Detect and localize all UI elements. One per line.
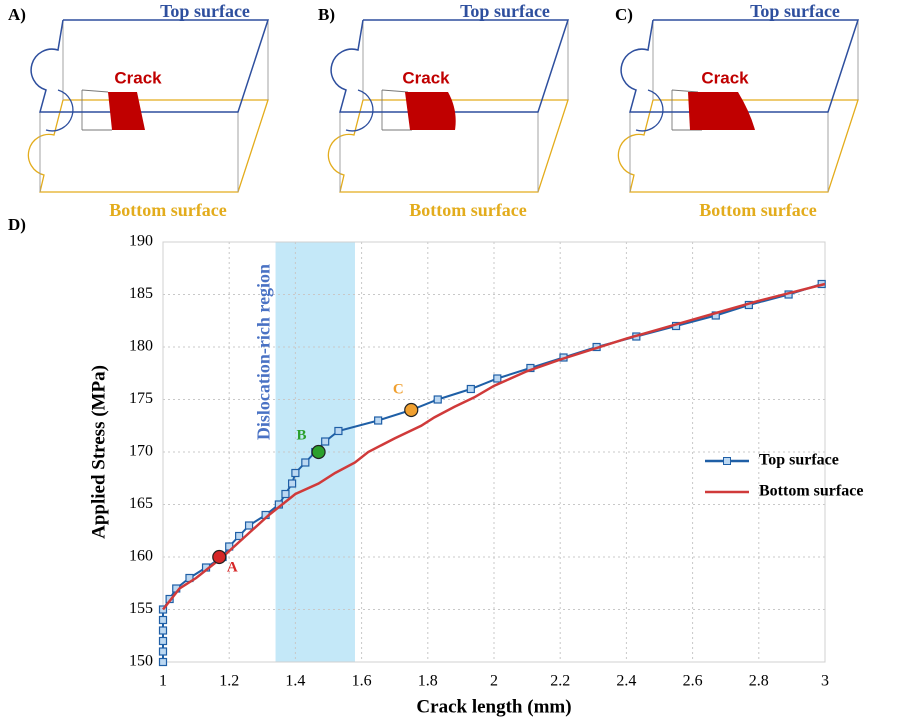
marker [433,395,442,404]
x-tick-label: 1 [159,673,167,690]
top-surface-label: Top surface [460,1,550,21]
notch [381,89,412,131]
notch-arc [635,89,664,132]
legend-label: Bottom surface [759,483,863,500]
point-label: A [227,559,238,575]
notch [81,89,112,131]
x-tick-label: 2.2 [550,673,570,690]
y-tick-label: 185 [129,285,153,302]
marker [291,468,300,478]
top-surface-label: Top surface [160,1,250,21]
panel-label: B) [318,5,335,24]
x-tick-label: 2.6 [683,673,703,690]
x-axis-label: Crack length (mm) [416,696,571,717]
crack [108,92,145,130]
crack [405,92,456,130]
chart: D) 150 155 160 165 170 175 180 185 190 1 1.2 1.4 1.6 1… [8,215,863,717]
marker [466,384,475,394]
marker [244,521,254,530]
highlight-point [311,444,326,460]
crack-label: Crack [701,68,749,87]
marker [287,479,297,488]
panel-label: C) [615,5,633,24]
bottom-face [617,99,859,193]
marker [281,489,290,499]
y-tick-label: 190 [129,233,153,250]
schematic: Crack Top surface Bottom surface [27,1,270,220]
marker [374,416,383,425]
notch-arc [45,89,74,132]
top-surface-label: Top surface [750,1,840,21]
marker [158,626,168,635]
point-label: B [297,427,307,443]
plot-frame [162,241,826,663]
point-label: C [393,381,404,397]
marker [321,437,330,446]
marker [158,657,168,667]
x-tick-label: 1.2 [219,673,239,690]
schematic: Crack Top surface Bottom surface [617,1,860,220]
series-line [162,282,826,611]
y-tick-label: 175 [129,390,153,407]
x-tick-label: 1.6 [352,673,372,690]
marker [158,636,168,646]
y-tick-label: 160 [129,548,153,565]
marker [158,615,168,625]
marker [158,647,168,656]
y-axis-label: Applied Stress (MPa) [88,365,109,539]
highlight-point [212,549,227,565]
marker [493,374,502,383]
schematic: Crack Top surface Bottom surface [327,1,570,220]
legend-label: Top surface [759,452,839,469]
x-tick-label: 1.8 [418,673,438,690]
y-tick-label: 155 [129,600,153,617]
top-face [30,19,270,113]
bottom-surface-label: Bottom surface [409,200,526,220]
panel-label: D) [8,215,26,234]
x-tick-label: 2.8 [749,673,769,690]
crack [688,92,755,130]
y-tick-label: 170 [129,443,153,460]
x-tick-label: 3 [821,673,829,690]
bottom-face [327,99,569,193]
x-tick-label: 1.4 [285,673,305,690]
x-tick-label: 2 [490,673,498,690]
crack-label: Crack [114,68,162,87]
notch-arc [345,89,374,132]
y-tick-label: 150 [129,653,153,670]
x-tick-label: 2.4 [616,673,636,690]
legend-marker [723,457,731,465]
top-face [620,19,860,113]
top-face [330,19,570,113]
y-tick-label: 165 [129,495,153,512]
panel-label: A) [8,5,26,24]
y-tick-label: 180 [129,338,153,355]
marker [334,426,343,436]
bottom-face [27,99,269,193]
bottom-surface-label: Bottom surface [109,200,226,220]
bottom-surface-label: Bottom surface [699,200,816,220]
highlight-point [404,402,419,418]
marker [235,531,244,541]
crack-label: Crack [402,68,450,87]
region-label: Dislocation-rich region [254,264,274,440]
marker [301,458,310,467]
schematics: Crack Top surface Bottom surface A) Crack Top… [8,1,860,220]
